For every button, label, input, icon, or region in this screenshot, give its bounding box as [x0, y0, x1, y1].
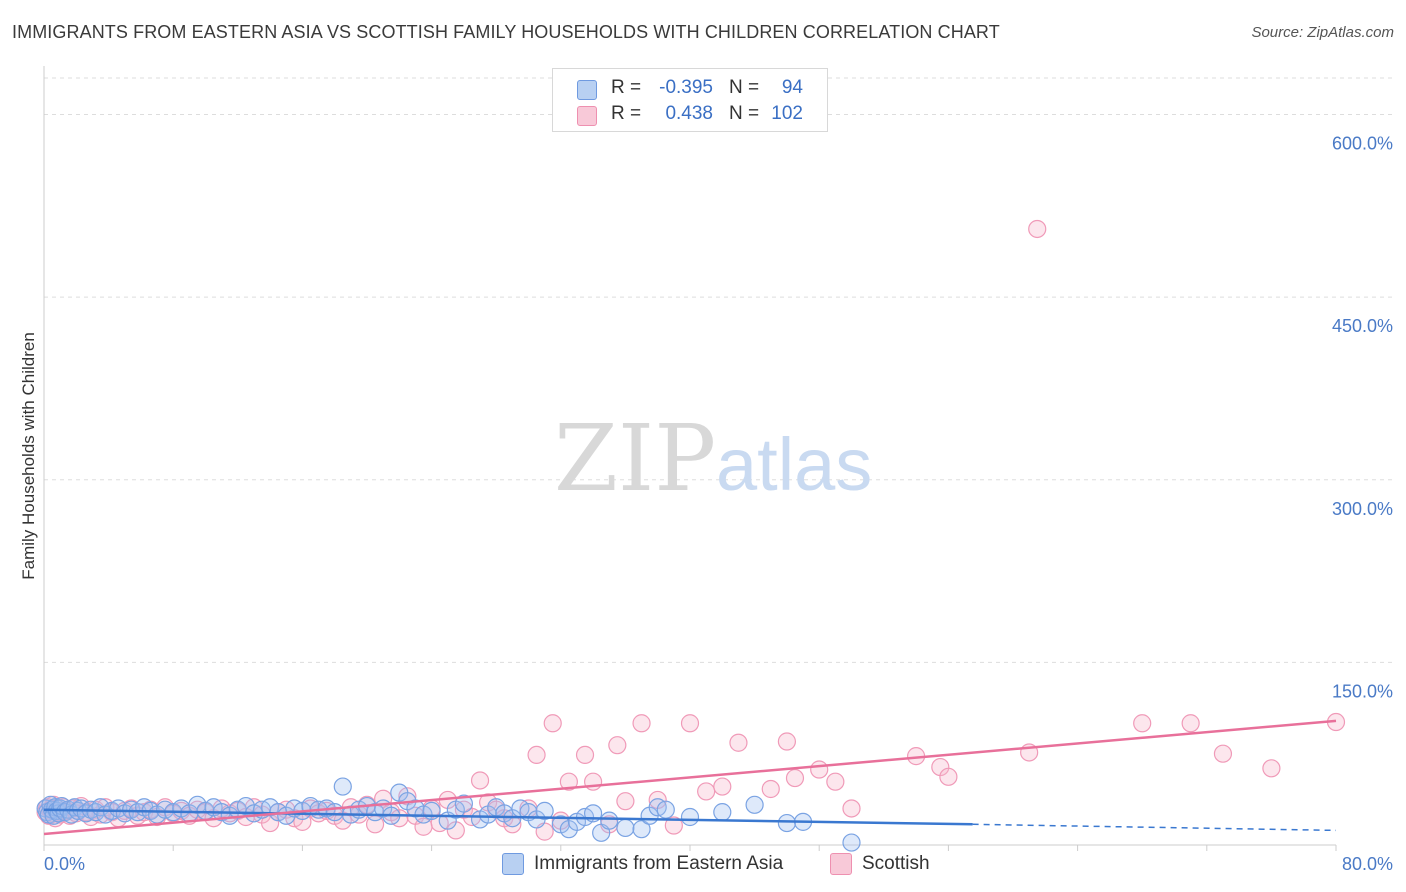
- scottish-point: [1262, 759, 1281, 778]
- scottish-points: [36, 219, 1346, 841]
- x-tick-label: 80.0%: [1342, 854, 1393, 874]
- legend-r-label: R =: [611, 103, 642, 124]
- scottish-point: [810, 760, 829, 779]
- scottish-point: [527, 745, 546, 765]
- watermark: ZIP atlas: [554, 405, 872, 512]
- watermark-atlas: atlas: [716, 423, 872, 506]
- y-tick-label: 150.0%: [1332, 681, 1393, 701]
- scottish-point: [1213, 744, 1233, 763]
- legend-row-eastern-asia: R = -0.395 N = 94: [553, 75, 827, 103]
- chart-title: IMMIGRANTS FROM EASTERN ASIA VS SCOTTISH…: [12, 22, 1000, 42]
- eastern-asia-points: [36, 777, 861, 852]
- legend-swatch-pink: [577, 106, 597, 126]
- legend-row-scottish: R = 0.438 N = 102: [553, 101, 827, 129]
- scottish-point: [729, 733, 748, 752]
- eastern-asia-point: [333, 777, 352, 796]
- legend-r-value: -0.395: [659, 77, 713, 98]
- eastern-asia-point: [745, 795, 764, 814]
- scottish-point: [559, 772, 578, 791]
- scottish-point: [697, 782, 716, 801]
- scottish-point: [1133, 714, 1152, 733]
- eastern-asia-point: [535, 801, 554, 821]
- eastern-asia-point: [680, 807, 700, 827]
- legend-swatch-blue: [577, 80, 597, 100]
- scottish-point: [777, 732, 797, 751]
- correlation-legend: R = -0.395 N = 94 R = 0.438 N = 102: [552, 68, 828, 132]
- series-swatch-blue: [502, 853, 524, 875]
- scottish-trend-line: [43, 719, 1337, 836]
- y-tick-label: 600.0%: [1332, 134, 1393, 154]
- x-tick-label: 0.0%: [44, 854, 85, 874]
- eastern-asia-point: [713, 803, 732, 822]
- eastern-asia-point: [454, 794, 473, 813]
- eastern-asia-trend-line: [43, 808, 973, 826]
- source-credit: Source: ZipAtlas.com: [1251, 24, 1394, 41]
- scottish-point: [826, 772, 845, 791]
- eastern-asia-trend-extension: [972, 823, 1337, 832]
- eastern-asia-point: [632, 820, 651, 839]
- scottish-point: [680, 714, 700, 733]
- y-axis-label: Family Households with Children: [19, 332, 38, 580]
- x-tick-labels: 0.0% 80.0%: [43, 845, 1393, 874]
- scottish-point: [713, 777, 732, 796]
- scottish-point: [616, 792, 635, 811]
- legend-r-label: R =: [611, 77, 642, 98]
- legend-n-label: N =: [729, 103, 760, 124]
- scottish-point: [543, 714, 562, 733]
- legend-n-value: 94: [781, 77, 803, 98]
- scottish-point: [664, 816, 683, 835]
- scottish-point: [939, 767, 958, 786]
- scottish-point: [842, 799, 861, 818]
- eastern-asia-point: [656, 800, 675, 819]
- scottish-point: [470, 771, 490, 790]
- scottish-point: [608, 736, 627, 755]
- series-swatch-pink: [830, 853, 852, 875]
- scottish-point: [1181, 714, 1200, 733]
- eastern-asia-point: [600, 811, 619, 830]
- legend-r-value: 0.438: [665, 103, 713, 124]
- scottish-point: [632, 714, 651, 733]
- eastern-asia-point: [616, 818, 635, 838]
- y-tick-label: 450.0%: [1332, 316, 1393, 336]
- watermark-zip: ZIP: [554, 405, 716, 512]
- y-tick-labels: 150.0% 300.0% 450.0% 600.0%: [1332, 134, 1393, 702]
- trend-lines: [43, 719, 1337, 836]
- eastern-asia-point: [325, 803, 344, 822]
- eastern-asia-point: [842, 833, 861, 852]
- y-tick-label: 300.0%: [1332, 499, 1393, 519]
- series-label-scottish: Scottish: [862, 853, 930, 874]
- grid-lines: [44, 77, 1392, 663]
- eastern-asia-point: [72, 799, 91, 818]
- scottish-point: [1028, 219, 1047, 239]
- legend-n-label: N =: [729, 77, 760, 98]
- scottish-point: [761, 779, 780, 799]
- series-legend: Immigrants from Eastern Asia Scottish: [0, 852, 1406, 880]
- eastern-asia-point: [777, 813, 797, 833]
- scottish-point: [575, 745, 595, 765]
- scottish-point: [785, 768, 805, 788]
- legend-n-value: 102: [771, 103, 803, 124]
- series-label-eastern-asia: Immigrants from Eastern Asia: [534, 853, 784, 874]
